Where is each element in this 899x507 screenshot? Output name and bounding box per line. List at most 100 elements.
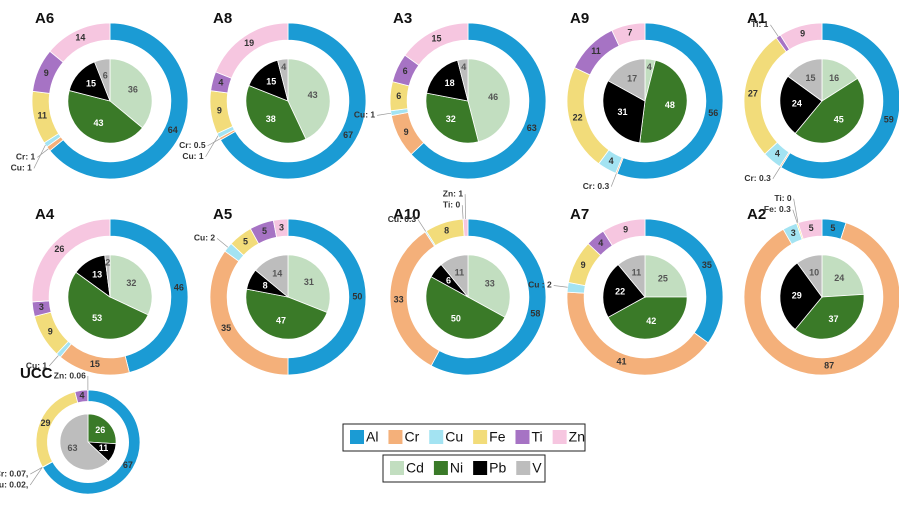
outer-value-label: 9 — [404, 127, 409, 137]
inner-value-label: 63 — [68, 443, 78, 453]
inner-value-label: 11 — [455, 268, 465, 278]
outer-value-label: 64 — [168, 125, 178, 135]
outer-value-label: 4 — [775, 149, 780, 159]
legend-swatch — [552, 430, 567, 444]
outer-value-label: 33 — [394, 295, 404, 305]
outer-value-label: Cr: 0.3 — [583, 181, 610, 191]
inner-slice — [467, 254, 511, 318]
inner-slice — [779, 75, 823, 135]
outer-value-label: 5 — [830, 223, 835, 233]
inner-slice — [796, 254, 823, 299]
outer-value-label: 26 — [54, 244, 64, 254]
outer-value-label: 4 — [598, 238, 603, 248]
inner-value-label: 37 — [828, 314, 838, 324]
inner-slice — [779, 262, 823, 331]
inner-value-label: 46 — [488, 92, 498, 102]
inner-value-label: 4 — [647, 62, 652, 72]
inner-value-label: 15 — [86, 79, 96, 89]
legend-label: Cr — [404, 429, 419, 445]
outer-value-label: Ti: 1 — [751, 19, 769, 29]
outer-value-label: Cu: 0.02, — [0, 479, 28, 489]
inner-slice — [287, 58, 331, 140]
chart-title: A9 — [570, 10, 589, 27]
outer-segment — [616, 22, 724, 180]
outer-value-label: 8 — [444, 225, 449, 235]
inner-value-label: 50 — [451, 314, 461, 324]
inner-value-label: 14 — [272, 269, 282, 279]
outer-value-label: Zn: 0.06 — [54, 370, 86, 380]
outer-segment — [780, 22, 899, 180]
inner-slice — [425, 276, 506, 340]
outer-segment — [743, 222, 899, 376]
outer-value-label: 5 — [262, 226, 267, 236]
inner-value-label: 18 — [445, 78, 455, 88]
outer-value-label: 9 — [581, 260, 586, 270]
leader-line — [48, 355, 59, 367]
legend-swatch — [429, 430, 444, 444]
outer-value-label: Cr: 1 — [16, 152, 36, 162]
inner-value-label: 43 — [308, 90, 318, 100]
inner-value-label: 15 — [266, 76, 276, 86]
outer-value-label: 6 — [403, 66, 408, 76]
inner-value-label: 36 — [128, 85, 138, 95]
outer-value-label: 5 — [809, 223, 814, 233]
legend-box — [342, 423, 586, 452]
outer-value-label: Fe: 0.3 — [764, 204, 791, 214]
outer-value-label: 35 — [221, 323, 231, 333]
inner-value-label: 17 — [627, 74, 637, 84]
outer-value-label: 19 — [244, 38, 254, 48]
inner-slice — [639, 59, 688, 144]
outer-value-label: Cu: 2 — [194, 233, 216, 243]
leader-line — [33, 144, 46, 169]
outer-segment — [31, 218, 111, 303]
leader-line — [29, 466, 43, 486]
outer-value-label: 3 — [279, 222, 284, 232]
legend-swatch — [388, 430, 403, 444]
inner-slice — [87, 413, 117, 445]
outer-value-label: 11 — [37, 111, 47, 121]
inner-value-label: 42 — [646, 316, 656, 326]
chart-title: A4 — [35, 206, 55, 223]
outer-value-label: 5 — [243, 237, 248, 247]
inner-value-label: 31 — [304, 277, 314, 287]
inner-value-label: 15 — [806, 73, 816, 83]
inner-value-label: 29 — [792, 291, 802, 301]
leader-line — [37, 148, 49, 158]
leader-line — [377, 112, 392, 116]
inner-slice — [104, 254, 111, 298]
outer-value-label: 11 — [591, 46, 601, 56]
chart-title: A2 — [747, 206, 766, 223]
outer-segment — [49, 22, 189, 180]
chart-title: A7 — [570, 206, 589, 223]
leader-line — [793, 198, 799, 223]
inner-slice — [467, 58, 511, 143]
inner-slice — [67, 271, 149, 340]
outer-value-label: Cu: 1 — [182, 151, 204, 161]
inner-slice — [794, 293, 865, 340]
outer-value-label: 15 — [90, 359, 100, 369]
outer-value-label: Cr: 0.5 — [179, 140, 206, 150]
inner-value-label: 24 — [792, 99, 802, 109]
inner-slice — [93, 58, 111, 102]
chart-title: A5 — [213, 206, 232, 223]
leader-line — [553, 285, 568, 288]
inner-value-label: 32 — [446, 114, 456, 124]
outer-segment — [49, 22, 111, 63]
inner-value-label: 4 — [461, 62, 466, 72]
inner-value-label: 10 — [809, 267, 819, 277]
outer-value-label: Cu: 1 — [26, 360, 48, 370]
outer-value-label: Ti: 0 — [443, 199, 461, 209]
inner-value-label: 53 — [92, 313, 102, 323]
inner-slice — [67, 90, 144, 144]
inner-slice — [109, 254, 153, 316]
outer-value-label: 9 — [623, 225, 628, 235]
leader-line — [417, 219, 426, 232]
outer-value-label: 4 — [80, 390, 85, 400]
outer-segment — [611, 22, 646, 47]
inner-slice — [440, 254, 469, 299]
inner-slice — [245, 288, 328, 340]
legend-swatch — [350, 430, 364, 444]
legend-label: Cu — [445, 429, 463, 445]
inner-slice — [287, 254, 331, 314]
outer-value-label: 14 — [75, 33, 85, 43]
